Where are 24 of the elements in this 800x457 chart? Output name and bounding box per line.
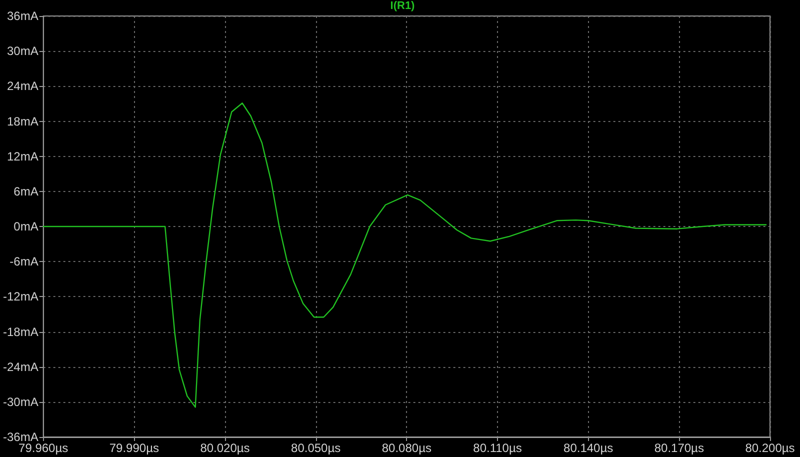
y-tick-label: 18mA — [6, 114, 38, 128]
y-tick-label: -18mA — [3, 324, 38, 339]
y-tick-label: 30mA — [6, 44, 38, 58]
y-tick-label: -12mA — [3, 290, 38, 304]
y-tick-label: -30mA — [3, 394, 38, 409]
x-tick-label: 79.990µs — [109, 441, 159, 455]
x-tick-label: 80.050µs — [291, 441, 341, 455]
x-tick-label: 80.110µs — [473, 441, 522, 455]
x-tick-label: 80.140µs — [564, 441, 614, 455]
x-tick-label: 79.960µs — [18, 441, 68, 455]
x-tick-label: 80.020µs — [200, 441, 250, 455]
text: I(R1) — [390, 0, 416, 12]
x-tick-label: 80.200µs — [745, 441, 795, 455]
y-tick-label: -6mA — [10, 254, 38, 269]
y-tick-label: -24mA — [3, 360, 38, 374]
y-tick-label: 36mA — [6, 9, 38, 23]
y-tick-label: 12mA — [6, 149, 38, 164]
x-tick-label: 80.170µs — [654, 441, 704, 455]
y-tick-label: 6mA — [14, 184, 38, 198]
x-tick-label: 80.080µs — [382, 441, 432, 455]
y-tick-label: 24mA — [6, 79, 38, 94]
y-tick-label: -36mA — [3, 430, 38, 444]
line-series — [42, 102, 767, 408]
y-tick-label: 0mA — [14, 220, 38, 234]
